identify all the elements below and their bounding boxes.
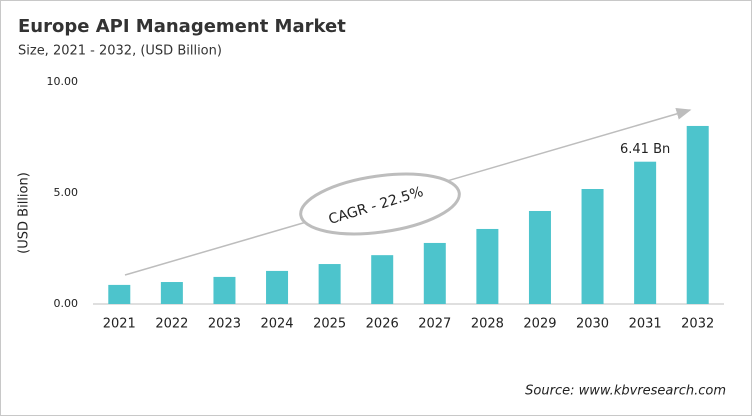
y-tick-label: 10.00 [47,75,79,88]
x-tick-label: 2027 [418,317,451,332]
x-tick-label: 2028 [471,317,504,332]
y-axis-label: (USD Billion) [17,172,32,254]
x-tick-label: 2030 [576,317,609,332]
bar [371,255,394,304]
x-tick-label: 2023 [208,317,241,332]
bar [423,242,446,304]
bar [108,284,131,304]
y-tick-label: 5.00 [54,186,79,199]
chart-title: Europe API Management Market [18,16,346,37]
bar [686,125,709,305]
chart-subtitle: Size, 2021 - 2032, (USD Billion) [18,44,222,59]
y-tick-label: 0.00 [54,297,79,310]
source: Source: www.kbvresearch.com [525,384,726,399]
cagr-ellipse [299,172,461,236]
bar [476,228,499,304]
x-tick-label: 2024 [260,317,293,332]
bar [213,276,236,304]
value-label: 6.41 Bn [620,142,670,157]
x-tick-label: 2025 [313,317,346,332]
x-tick-label: 2032 [681,317,714,332]
bar [318,264,341,304]
bar [528,210,551,304]
x-tick-label: 2026 [366,317,399,332]
bar [160,282,183,304]
x-tick-label: 2029 [523,317,556,332]
bar [634,161,657,304]
x-tick-label: 2022 [155,317,188,332]
x-tick-label: 2031 [629,317,662,332]
x-tick-label: 2021 [103,317,136,332]
bar [581,189,604,304]
bar [266,270,289,304]
